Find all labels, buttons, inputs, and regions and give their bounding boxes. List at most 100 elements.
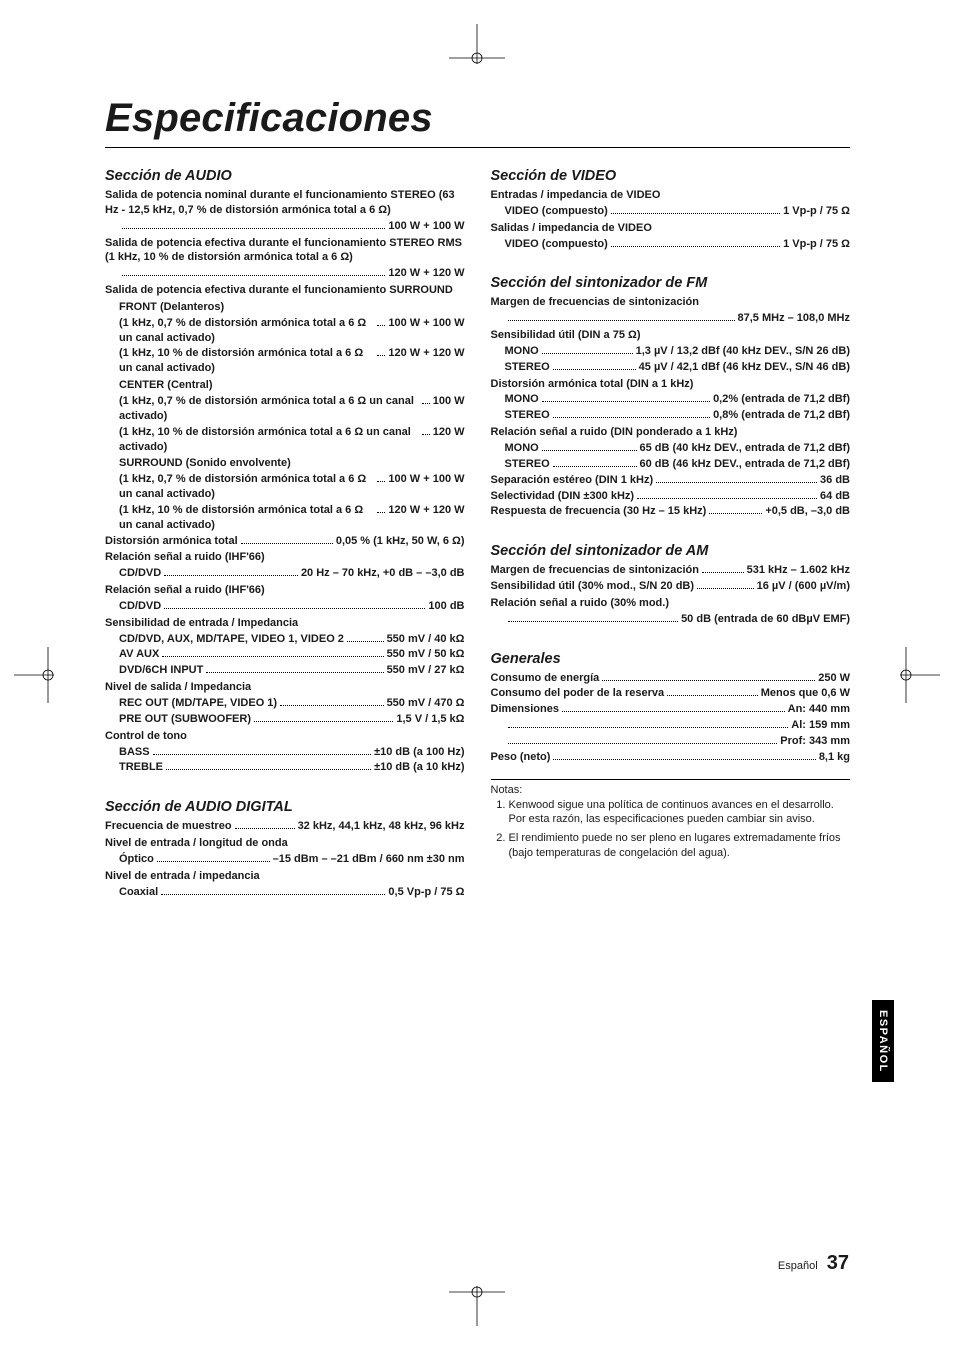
spec-line: VIDEO (compuesto)1 Vp-p / 75 Ω <box>491 237 851 252</box>
spec-label: Separación estéreo (DIN 1 kHz) <box>491 473 654 488</box>
spec-line: STEREO60 dB (46 kHz DEV., entrada de 71,… <box>491 457 851 472</box>
spec-label: STEREO <box>505 457 550 472</box>
spec-label: Entradas / impedancia de VIDEO <box>491 188 851 203</box>
spec-value: Menos que 0,6 W <box>761 686 850 701</box>
section-title: Sección de AUDIO DIGITAL <box>105 799 465 815</box>
columns: Sección de AUDIOSalida de potencia nomin… <box>105 158 850 899</box>
spec-label: SURROUND (Sonido envolvente) <box>105 456 465 471</box>
spec-line: Consumo de energía250 W <box>491 671 851 686</box>
spec-value: 1 Vp-p / 75 Ω <box>783 204 850 219</box>
page-number: Español 37 <box>778 1252 849 1275</box>
crop-mark-left <box>14 647 54 703</box>
spec-value: 100 dB <box>428 599 464 614</box>
spec-line: STEREO 0,8% (entrada de 71,2 dBf) <box>491 408 851 423</box>
spec-value: 0,2% (entrada de 71,2 dBf) <box>713 392 850 407</box>
spec-line: STEREO45 µV / 42,1 dBf (46 kHz DEV., S/N… <box>491 360 851 375</box>
spec-value: 250 W <box>818 671 850 686</box>
spec-value: 32 kHz, 44,1 kHz, 48 kHz, 96 kHz <box>298 819 465 834</box>
section-title: Generales <box>491 651 851 667</box>
spec-label: Control de tono <box>105 729 465 744</box>
spec-label: DVD/6CH INPUT <box>119 663 203 678</box>
spec-label: FRONT (Delanteros) <box>105 300 465 315</box>
notes-item: El rendimiento puede no ser pleno en lug… <box>509 831 851 861</box>
spec-value: 87,5 MHz – 108,0 MHz <box>738 311 851 326</box>
crop-mark-top <box>449 24 505 64</box>
spec-label: REC OUT (MD/TAPE, VIDEO 1) <box>119 696 277 711</box>
spec-value: 120 W + 120 W <box>388 346 464 361</box>
section-title: Sección de VIDEO <box>491 168 851 184</box>
spec-label: Nivel de entrada / impedancia <box>105 869 465 884</box>
spec-value: 1,5 V / 1,5 kΩ <box>396 712 464 727</box>
spec-value: Prof: 343 mm <box>780 734 850 749</box>
spec-label: (1 kHz, 0,7 % de distorsión armónica tot… <box>119 316 374 346</box>
spec-label: AV AUX <box>119 647 159 662</box>
spec-label: STEREO <box>505 408 550 423</box>
spec-line: Peso (neto)8,1 kg <box>491 750 851 765</box>
spec-label: Relación señal a ruido (IHF'66) <box>105 583 465 598</box>
spec-line: MONO1,3 µV / 13,2 dBf (40 kHz DEV., S/N … <box>491 344 851 359</box>
spec-value: Al: 159 mm <box>791 718 850 733</box>
spec-line: 120 W + 120 W <box>105 266 465 281</box>
spec-block: Salida de potencia nominal durante el fu… <box>105 188 465 775</box>
spec-line: (1 kHz, 0,7 % de distorsión armónica tot… <box>105 316 465 346</box>
spec-line: Separación estéreo (DIN 1 kHz) 36 dB <box>491 473 851 488</box>
crop-mark-right <box>900 647 940 703</box>
spec-label: (1 kHz, 0,7 % de distorsión armónica tot… <box>119 472 374 502</box>
left-column: Sección de AUDIOSalida de potencia nomin… <box>105 158 465 899</box>
spec-block: Margen de frecuencias de sintonización 53… <box>491 563 851 626</box>
spec-value: 100 W + 100 W <box>388 316 464 331</box>
spec-label: Peso (neto) <box>491 750 551 765</box>
page-number-label: Español <box>778 1260 818 1272</box>
spec-label: (1 kHz, 10 % de distorsión armónica tota… <box>119 503 374 533</box>
spec-label: MONO <box>505 344 539 359</box>
spec-value: ±10 dB (a 100 Hz) <box>374 745 464 760</box>
spec-label: Nivel de entrada / longitud de onda <box>105 836 465 851</box>
section-title: Sección del sintonizador de FM <box>491 275 851 291</box>
spec-label: Selectividad (DIN ±300 kHz) <box>491 489 635 504</box>
spec-line: REC OUT (MD/TAPE, VIDEO 1)550 mV / 470 Ω <box>105 696 465 711</box>
spec-label: Respuesta de frecuencia (30 Hz – 15 kHz) <box>491 504 707 519</box>
spec-value: –15 dBm – –21 dBm / 660 nm ±30 nm <box>273 852 465 867</box>
spec-value: 550 mV / 27 kΩ <box>387 663 465 678</box>
spec-value: 0,8% (entrada de 71,2 dBf) <box>713 408 850 423</box>
spec-value: 100 W + 100 W <box>388 219 464 234</box>
spec-label: VIDEO (compuesto) <box>505 237 608 252</box>
spec-label: Salidas / impedancia de VIDEO <box>491 221 851 236</box>
spec-label: Sensibilidad de entrada / Impedancia <box>105 616 465 631</box>
spec-label: Sensibilidad útil (DIN a 75 Ω) <box>491 328 851 343</box>
spec-line: 100 W + 100 W <box>105 219 465 234</box>
spec-label: Distorsión armónica total (DIN a 1 kHz) <box>491 377 851 392</box>
spec-label: Óptico <box>119 852 154 867</box>
spec-line: PRE OUT (SUBWOOFER)1,5 V / 1,5 kΩ <box>105 712 465 727</box>
page-content: Especificaciones Sección de AUDIOSalida … <box>105 96 850 899</box>
spec-label: Coaxial <box>119 885 158 900</box>
spec-value: 0,05 % (1 kHz, 50 W, 6 Ω) <box>336 534 465 549</box>
spec-value: 20 Hz – 70 kHz, +0 dB – –3,0 dB <box>301 566 465 581</box>
spec-block: Frecuencia de muestreo32 kHz, 44,1 kHz, … <box>105 819 465 899</box>
spec-value: 50 dB (entrada de 60 dBµV EMF) <box>681 612 850 627</box>
spec-label: Margen de frecuencias de sintonización <box>491 295 851 310</box>
spec-line: AV AUX550 mV / 50 kΩ <box>105 647 465 662</box>
spec-line: (1 kHz, 0,7 % de distorsión armónica tot… <box>105 472 465 502</box>
spec-line: Al: 159 mm <box>491 718 851 733</box>
spec-label: BASS <box>119 745 150 760</box>
spec-label: Margen de frecuencias de sintonización <box>491 563 699 578</box>
spec-line: Prof: 343 mm <box>491 734 851 749</box>
spec-value: 36 dB <box>820 473 850 488</box>
spec-value: ±10 dB (a 10 kHz) <box>374 760 464 775</box>
spec-label: (1 kHz, 10 % de distorsión armónica tota… <box>119 346 374 376</box>
spec-label: Consumo del poder de la reserva <box>491 686 665 701</box>
page-title: Especificaciones <box>105 96 850 141</box>
spec-label: MONO <box>505 392 539 407</box>
spec-value: 100 W + 100 W <box>388 472 464 487</box>
spec-line: DVD/6CH INPUT 550 mV / 27 kΩ <box>105 663 465 678</box>
spec-label: Sensibilidad útil (30% mod., S/N 20 dB) <box>491 579 695 594</box>
spec-value: 120 W <box>433 425 465 440</box>
spec-value: 531 kHz – 1.602 kHz <box>747 563 850 578</box>
spec-label: Salida de potencia nominal durante el fu… <box>105 188 465 218</box>
spec-label: Relación señal a ruido (IHF'66) <box>105 550 465 565</box>
spec-label: CD/DVD <box>119 566 161 581</box>
section-title: Sección del sintonizador de AM <box>491 543 851 559</box>
spec-line: (1 kHz, 0,7 % de distorsión armónica tot… <box>105 394 465 424</box>
spec-label: Distorsión armónica total <box>105 534 238 549</box>
